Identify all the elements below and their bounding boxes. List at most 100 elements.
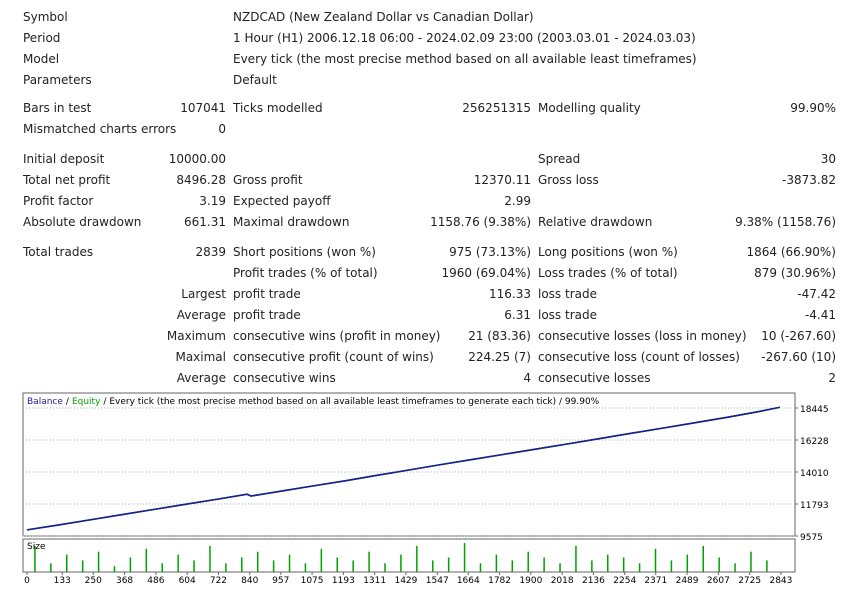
field-label: profit trade [233, 287, 301, 301]
x-tick-label: 2725 [738, 576, 761, 586]
field-value: 2839 [195, 245, 226, 259]
field-value: -4.41 [804, 308, 836, 322]
field-label: Absolute drawdown [23, 215, 142, 229]
field-label: Period [23, 31, 61, 45]
field-value: 224.25 (7) [468, 350, 531, 364]
x-tick-label: 1075 [301, 576, 324, 586]
field-label: Ticks modelled [233, 101, 323, 115]
field-value: 2.99 [504, 194, 531, 208]
size-frame [22, 538, 796, 573]
field-label: Default [233, 73, 277, 87]
x-tick-label: 133 [54, 576, 71, 586]
x-tick-label: 840 [241, 576, 258, 586]
field-value: 879 (30.96%) [754, 266, 836, 280]
field-label: Relative drawdown [538, 215, 653, 229]
x-tick-label: 2843 [769, 576, 792, 586]
field-label: consecutive wins [233, 371, 336, 385]
x-tick-label: 1782 [488, 576, 511, 586]
field-label: Loss trades (% of total) [538, 266, 678, 280]
field-label: loss trade [538, 287, 597, 301]
field-label: Every tick (the most precise method base… [233, 52, 697, 66]
field-label: 1 Hour (H1) 2006.12.18 06:00 - 2024.02.0… [233, 31, 696, 45]
field-value: 99.90% [790, 101, 836, 115]
field-label: consecutive loss (count of losses) [538, 350, 740, 364]
field-label: consecutive wins (profit in money) [233, 329, 441, 343]
field-value: Average [176, 308, 226, 322]
field-label: NZDCAD (New Zealand Dollar vs Canadian D… [233, 10, 534, 24]
size-label: Size [27, 542, 46, 552]
y-tick-label: 16228 [800, 437, 829, 447]
field-label: Profit factor [23, 194, 94, 208]
y-tick-label: 18445 [800, 405, 829, 415]
field-label: consecutive profit (count of wins) [233, 350, 434, 364]
field-label: profit trade [233, 308, 301, 322]
x-tick-label: 1900 [519, 576, 542, 586]
field-value: 1960 (69.04%) [441, 266, 531, 280]
legend-separator: / [66, 397, 70, 407]
field-label: Parameters [23, 73, 92, 87]
field-label: Maximal drawdown [233, 215, 350, 229]
field-label: Long positions (won %) [538, 245, 678, 259]
field-value: 9.38% (1158.76) [735, 215, 836, 229]
field-label: loss trade [538, 308, 597, 322]
field-label: Gross loss [538, 173, 599, 187]
x-tick-label: 1664 [457, 576, 480, 586]
field-value: 3.19 [199, 194, 226, 208]
field-value: 1864 (66.90%) [746, 245, 836, 259]
x-tick-label: 486 [147, 576, 164, 586]
legend-caption: / Every tick (the most precise method ba… [103, 397, 599, 407]
field-value: Maximum [166, 329, 226, 343]
field-value: 8496.28 [176, 173, 226, 187]
plot-frame [22, 392, 796, 537]
x-tick-label: 1311 [363, 576, 386, 586]
field-label: Mismatched charts errors [23, 122, 177, 136]
x-tick-label: 2254 [613, 576, 636, 586]
x-tick-label: 722 [210, 576, 227, 586]
field-value: -47.42 [797, 287, 836, 301]
y-tick-label: 9575 [800, 533, 823, 543]
field-value: 10000.00 [168, 152, 226, 166]
x-tick-label: 2136 [582, 576, 605, 586]
y-tick-label: 11793 [800, 501, 829, 511]
field-value: 12370.11 [473, 173, 531, 187]
x-tick-label: 1547 [426, 576, 449, 586]
field-label: Expected payoff [233, 194, 331, 208]
field-value: 6.31 [504, 308, 531, 322]
field-label: Spread [538, 152, 581, 166]
x-tick-label: 2607 [707, 576, 730, 586]
field-value: 107041 [180, 101, 226, 115]
field-label: Initial deposit [23, 152, 105, 166]
x-tick-label: 250 [85, 576, 102, 586]
y-tick-label: 14010 [800, 469, 829, 479]
x-tick-label: 2371 [644, 576, 667, 586]
field-value: 256251315 [462, 101, 531, 115]
field-value: Largest [181, 287, 226, 301]
x-tick-label: 2489 [676, 576, 699, 586]
field-label: Total net profit [23, 173, 111, 187]
field-label: Total trades [23, 245, 94, 259]
legend-entry: Equity [72, 397, 101, 407]
field-label: Profit trades (% of total) [233, 266, 378, 280]
field-value: 21 (83.36) [468, 329, 531, 343]
field-label: Model [23, 52, 60, 66]
field-label: consecutive losses (loss in money) [538, 329, 747, 343]
field-value: 10 (-267.60) [761, 329, 836, 343]
field-value: -267.60 (10) [761, 350, 836, 364]
x-tick-label: 604 [179, 576, 196, 586]
field-label: consecutive losses [538, 371, 651, 385]
field-value: 1158.76 (9.38%) [430, 215, 531, 229]
legend-entry: Balance [27, 397, 63, 407]
field-value: 116.33 [489, 287, 531, 301]
field-value: 661.31 [184, 215, 226, 229]
field-label: Symbol [23, 10, 68, 24]
field-label: Short positions (won %) [233, 245, 376, 259]
field-label: Gross profit [233, 173, 303, 187]
field-value: 0 [218, 122, 226, 136]
x-tick-label: 0 [24, 576, 30, 586]
series-line [26, 406, 781, 531]
field-value: 975 (73.13%) [449, 245, 531, 259]
x-tick-label: 368 [116, 576, 133, 586]
field-label: Modelling quality [538, 101, 641, 115]
